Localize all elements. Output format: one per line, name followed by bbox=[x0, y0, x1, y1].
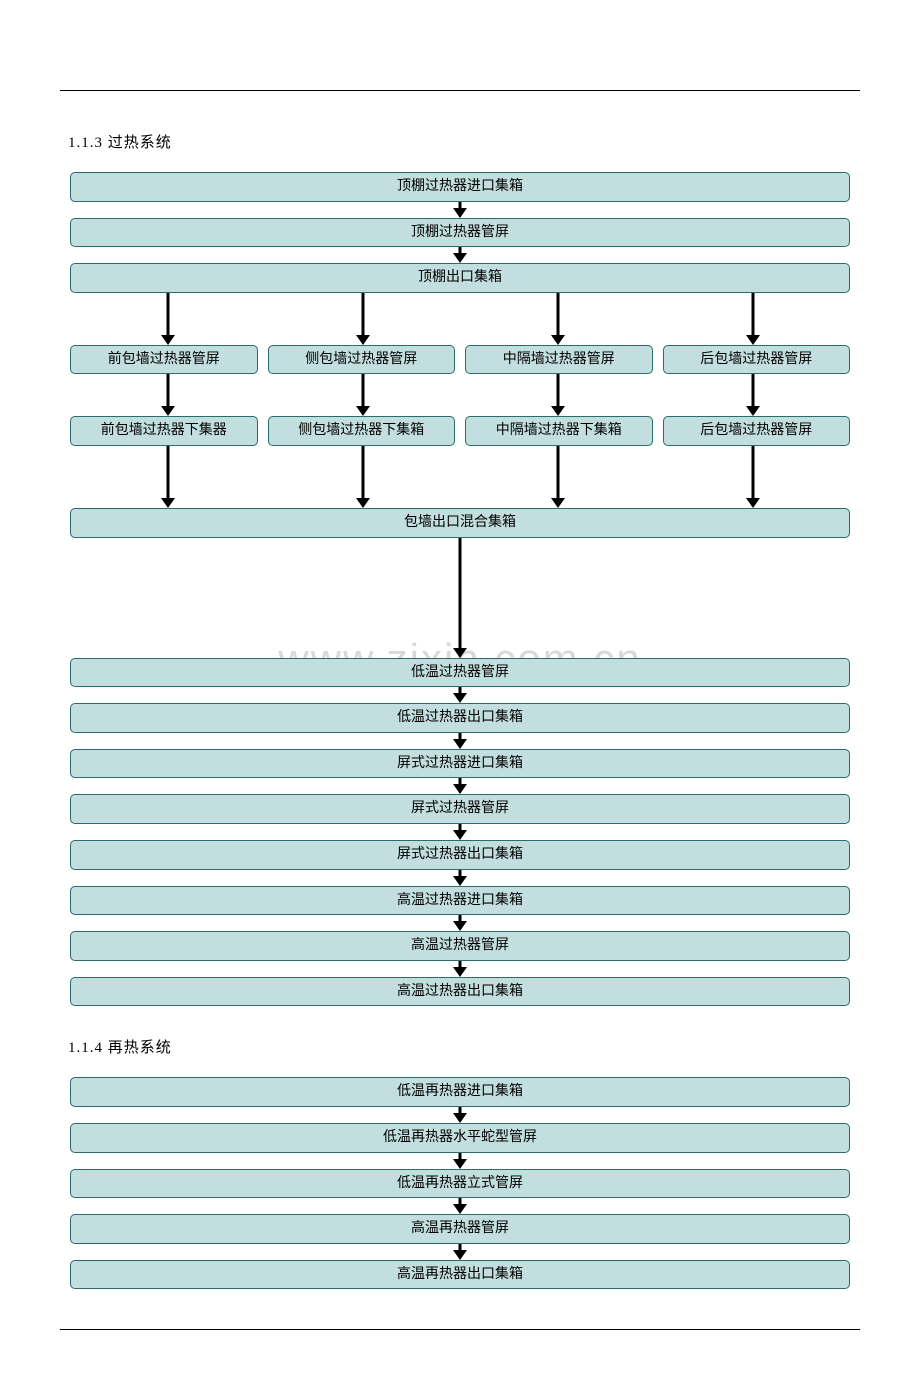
flowchart-superheat: 顶棚过热器进口集箱 顶棚过热器管屏 顶棚出口集箱 前包墙过热器管屏 侧包墙过热器… bbox=[70, 172, 850, 1006]
arrow-icon bbox=[158, 446, 178, 508]
box-lowtemp-outlet: 低温过热器出口集箱 bbox=[70, 703, 850, 733]
box-side-wall-tube: 侧包墙过热器管屏 bbox=[268, 345, 456, 375]
box-mid-wall-lower: 中隔墙过热器下集箱 bbox=[465, 416, 653, 446]
arrow-row bbox=[70, 446, 850, 508]
arrow-icon bbox=[450, 870, 470, 886]
box-reheat-vertical: 低温再热器立式管屏 bbox=[70, 1169, 850, 1199]
page-top-rule bbox=[60, 90, 860, 91]
box-front-wall-tube: 前包墙过热器管屏 bbox=[70, 345, 258, 375]
page-bottom-rule bbox=[60, 1329, 860, 1330]
arrow-row bbox=[70, 293, 850, 345]
box-reheat-inlet: 低温再热器进口集箱 bbox=[70, 1077, 850, 1107]
arrow-icon bbox=[450, 1107, 470, 1123]
box-platen-tube: 屏式过热器管屏 bbox=[70, 794, 850, 824]
arrow-icon bbox=[450, 778, 470, 794]
arrow-icon bbox=[548, 293, 568, 345]
box-reheat-hightemp-outlet: 高温再热器出口集箱 bbox=[70, 1260, 850, 1290]
arrow-icon bbox=[450, 1198, 470, 1214]
arrow-icon bbox=[548, 374, 568, 416]
box-rear-wall-lower: 后包墙过热器管屏 bbox=[663, 416, 851, 446]
arrow-icon bbox=[450, 247, 470, 263]
arrow-icon bbox=[548, 446, 568, 508]
arrow-icon bbox=[450, 1244, 470, 1260]
arrow-row bbox=[70, 374, 850, 416]
box-ceiling-tube: 顶棚过热器管屏 bbox=[70, 218, 850, 248]
box-hightemp-outlet: 高温过热器出口集箱 bbox=[70, 977, 850, 1007]
section-2-title: 1.1.4 再热系统 bbox=[68, 1036, 860, 1057]
arrow-icon bbox=[450, 824, 470, 840]
arrow-icon bbox=[450, 733, 470, 749]
box-ceiling-inlet: 顶棚过热器进口集箱 bbox=[70, 172, 850, 202]
box-platen-outlet: 屏式过热器出口集箱 bbox=[70, 840, 850, 870]
row-wall-lower: 前包墙过热器下集器 侧包墙过热器下集箱 中隔墙过热器下集箱 后包墙过热器管屏 bbox=[70, 416, 850, 446]
row-wall-tubes: 前包墙过热器管屏 侧包墙过热器管屏 中隔墙过热器管屏 后包墙过热器管屏 bbox=[70, 345, 850, 375]
box-wall-mix-outlet: 包墙出口混合集箱 bbox=[70, 508, 850, 538]
box-hightemp-inlet: 高温过热器进口集箱 bbox=[70, 886, 850, 916]
arrow-icon bbox=[353, 293, 373, 345]
box-rear-wall-tube: 后包墙过热器管屏 bbox=[663, 345, 851, 375]
arrow-icon bbox=[743, 446, 763, 508]
arrow-icon bbox=[450, 1153, 470, 1169]
box-reheat-hightemp-tube: 高温再热器管屏 bbox=[70, 1214, 850, 1244]
arrow-icon bbox=[158, 293, 178, 345]
box-lowtemp-tube: 低温过热器管屏 bbox=[70, 658, 850, 688]
arrow-icon bbox=[353, 374, 373, 416]
arrow-icon bbox=[353, 446, 373, 508]
arrow-icon bbox=[158, 374, 178, 416]
arrow-icon bbox=[450, 687, 470, 703]
flowchart-reheat: 低温再热器进口集箱 低温再热器水平蛇型管屏 低温再热器立式管屏 高温再热器管屏 … bbox=[70, 1077, 850, 1289]
arrow-icon bbox=[743, 293, 763, 345]
arrow-icon bbox=[450, 915, 470, 931]
box-side-wall-lower: 侧包墙过热器下集箱 bbox=[268, 416, 456, 446]
box-hightemp-tube: 高温过热器管屏 bbox=[70, 931, 850, 961]
arrow-icon bbox=[450, 202, 470, 218]
box-ceiling-outlet: 顶棚出口集箱 bbox=[70, 263, 850, 293]
arrow-icon bbox=[450, 961, 470, 977]
box-reheat-horizontal: 低温再热器水平蛇型管屏 bbox=[70, 1123, 850, 1153]
arrow-icon bbox=[743, 374, 763, 416]
box-platen-inlet: 屏式过热器进口集箱 bbox=[70, 749, 850, 779]
box-mid-wall-tube: 中隔墙过热器管屏 bbox=[465, 345, 653, 375]
arrow-icon bbox=[450, 538, 470, 658]
section-1-title: 1.1.3 过热系统 bbox=[68, 131, 860, 152]
box-front-wall-lower: 前包墙过热器下集器 bbox=[70, 416, 258, 446]
